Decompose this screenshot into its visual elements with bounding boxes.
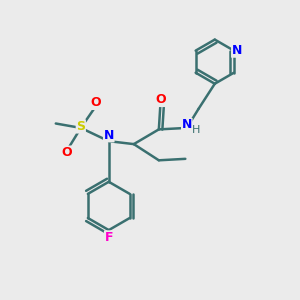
Text: H: H — [192, 125, 200, 135]
Text: N: N — [232, 44, 242, 57]
Text: F: F — [104, 231, 113, 244]
Text: O: O — [90, 96, 101, 110]
Text: N: N — [103, 129, 114, 142]
Text: S: S — [76, 120, 85, 133]
Text: N: N — [182, 118, 192, 131]
Text: O: O — [155, 93, 166, 106]
Text: O: O — [61, 146, 72, 159]
